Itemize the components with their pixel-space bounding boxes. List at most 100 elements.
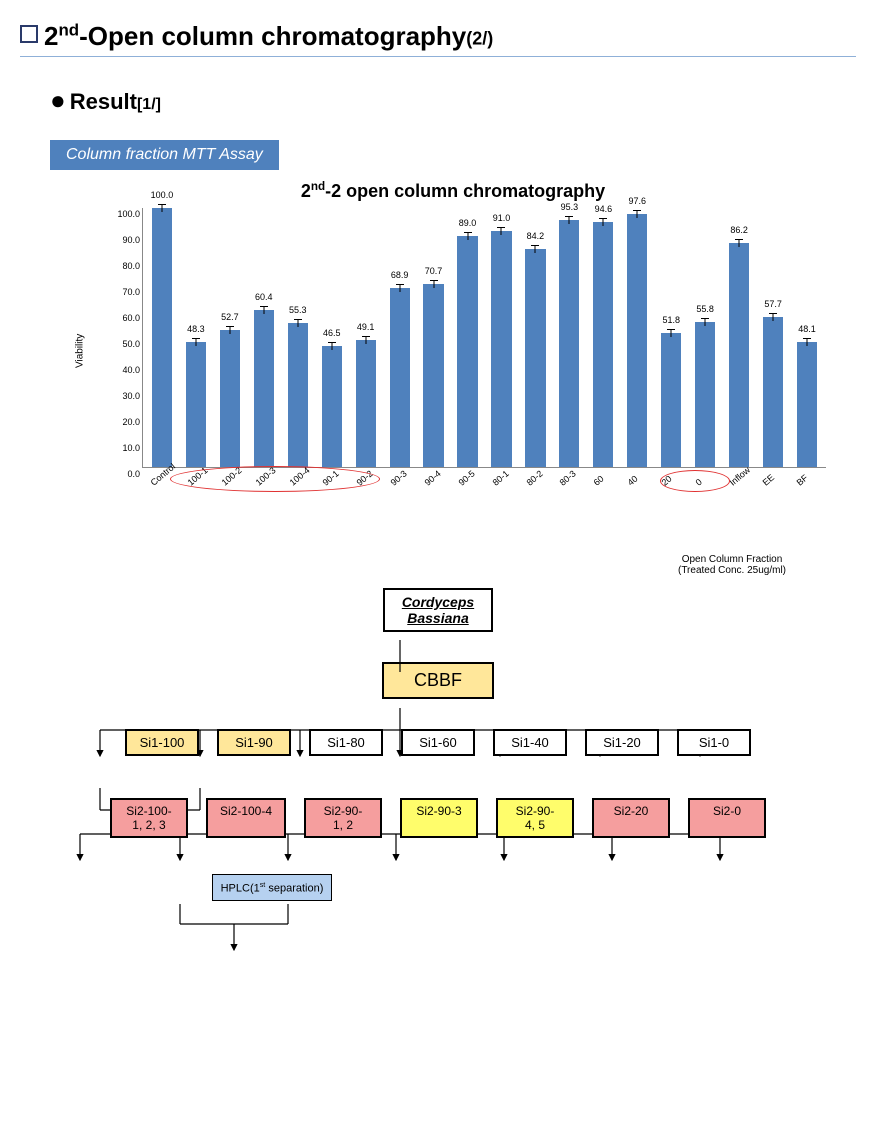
flow-root-line1: Cordyceps (397, 594, 479, 610)
chart-error-bar (396, 284, 404, 292)
flow-node-row2: Si2-90- 1, 2 (304, 798, 382, 838)
chart-error-bar (328, 342, 336, 350)
chart-ylabel: Viability (75, 333, 86, 367)
chart-error-bar (226, 326, 234, 334)
flow-node-row1: Si1-0 (677, 729, 751, 756)
chart-bar-column: 48.1 (794, 208, 820, 467)
chart-bar-value: 94.6 (595, 204, 613, 214)
chart-bar: 46.5 (322, 346, 342, 466)
chart-bar: 57.7 (763, 317, 783, 466)
chart-bar: 48.1 (797, 342, 817, 467)
chart-error-bar (633, 210, 641, 218)
chart-ytick: 30.0 (114, 391, 140, 401)
chart-bar: 60.4 (254, 310, 274, 466)
chart-xaxis-label: Open Column Fraction (Treated Conc. 25ug… (678, 554, 786, 576)
chart-bar: 48.3 (186, 342, 206, 467)
title-tag: (2/) (466, 29, 493, 49)
chart-chip: Column fraction MTT Assay (50, 140, 279, 170)
chart-bar-column: 70.7 (421, 208, 447, 467)
chart-bar: 86.2 (729, 243, 749, 466)
chart-ytick: 90.0 (114, 235, 140, 245)
xaxis-label-line1: Open Column Fraction (678, 554, 786, 565)
chart-bar-value: 86.2 (730, 225, 748, 235)
chart-error-bar (803, 338, 811, 346)
chart-bar-column: 48.3 (183, 208, 209, 467)
flow-node-row1: Si1-60 (401, 729, 475, 756)
chart-title: 2nd-2 open column chromatography (80, 180, 826, 202)
flow-root-line2: Bassiana (397, 610, 479, 626)
chart-bar-value: 55.8 (696, 304, 714, 314)
chart-error-bar (701, 318, 709, 326)
chart-ytick: 40.0 (114, 365, 140, 375)
flow-node-row1: Si1-90 (217, 729, 291, 756)
flow-node-row2: Si2-0 (688, 798, 766, 838)
chart-bar-value: 48.3 (187, 324, 205, 334)
chart-bar-column: 49.1 (353, 208, 379, 467)
chart-bar: 100.0 (152, 208, 172, 467)
flow-node-cbbf: CBBF (382, 662, 494, 699)
chart-bar-column: 55.3 (285, 208, 311, 467)
result-tag: [1/] (137, 96, 161, 113)
chart-bar-value: 97.6 (629, 196, 647, 206)
chart-bar-column: 91.0 (489, 208, 515, 467)
result-heading: ●Result[1/] (50, 85, 856, 116)
chart-bar: 55.3 (288, 323, 308, 466)
flow-node-row2: Si2-90-3 (400, 798, 478, 838)
chart-bar: 97.6 (627, 214, 647, 467)
chart-ytick: 100.0 (114, 209, 140, 219)
chart-bar: 70.7 (423, 284, 443, 467)
flow-node-row2: Si2-90- 4, 5 (496, 798, 574, 838)
flow-node-row2: Si2-100-4 (206, 798, 286, 838)
chart-bar-column: 84.2 (522, 208, 548, 467)
chart-bar: 52.7 (220, 330, 240, 466)
flow-node-row1: Si1-20 (585, 729, 659, 756)
chart-ytick: 60.0 (114, 313, 140, 323)
chart-ytick: 10.0 (114, 443, 140, 453)
chart-bar-column: 97.6 (624, 208, 650, 467)
chart-bar-column: 55.8 (692, 208, 718, 467)
chart-bar-value: 91.0 (493, 213, 511, 223)
chart-bar-value: 60.4 (255, 292, 273, 302)
chart-error-bar (362, 336, 370, 344)
result-label: Result (70, 89, 137, 114)
chart-bar-value: 84.2 (527, 231, 545, 241)
chart-bars: 100.0 48.3 52.7 60.4 55.3 46.5 49.1 68.9 70.7 89.… (149, 208, 820, 467)
chart-bar: 68.9 (390, 288, 410, 466)
flow-node-row1: Si1-100 (125, 729, 199, 756)
flowchart: Cordyceps Bassiana CBBF Si1-100 Si1-90 Si1… (20, 588, 856, 922)
chart-bar: 55.8 (695, 322, 715, 467)
title-square-bullet (20, 25, 38, 43)
xaxis-label-line2: (Treated Conc. 25ug/ml) (678, 565, 786, 576)
chart-error-bar (735, 239, 743, 247)
flow-node-hplc: HPLC(1st separation) (212, 874, 333, 902)
chart-bar-value: 51.8 (662, 315, 680, 325)
chart-ytick: 20.0 (114, 417, 140, 427)
chart-bar-column: 60.4 (251, 208, 277, 467)
chart-bar-value: 68.9 (391, 270, 409, 280)
chart-bar-column: 68.9 (387, 208, 413, 467)
chart-bar-column: 86.2 (726, 208, 752, 467)
chart-bar-value: 100.0 (151, 190, 174, 200)
chart-ytick: 0.0 (114, 469, 140, 479)
chart-bar-value: 48.1 (798, 324, 816, 334)
chart-bar-value: 55.3 (289, 305, 307, 315)
chart-bar-column: 57.7 (760, 208, 786, 467)
chart-bar-column: 89.0 (455, 208, 481, 467)
chart-error-bar (158, 204, 166, 212)
chart-bar-value: 49.1 (357, 322, 375, 332)
chart-bar-value: 95.3 (561, 202, 579, 212)
chart-bar-column: 95.3 (556, 208, 582, 467)
chart-bar-value: 70.7 (425, 266, 443, 276)
chart-bar-value: 89.0 (459, 218, 477, 228)
chart-bar: 89.0 (457, 236, 477, 467)
page-title: 2nd-Open column chromatography(2/) (20, 20, 856, 52)
flow-node-row2: Si2-20 (592, 798, 670, 838)
chart-bar: 51.8 (661, 333, 681, 467)
chart-bar-value: 46.5 (323, 328, 341, 338)
chart-xticks: Control100-1100-2100-3100-490-190-290-39… (148, 470, 820, 528)
chart-ytick: 70.0 (114, 287, 140, 297)
chart-error-bar (497, 227, 505, 235)
chart-bar: 84.2 (525, 249, 545, 467)
chart-bar-column: 51.8 (658, 208, 684, 467)
chart-container: 2nd-2 open column chromatography Viabili… (20, 180, 856, 528)
